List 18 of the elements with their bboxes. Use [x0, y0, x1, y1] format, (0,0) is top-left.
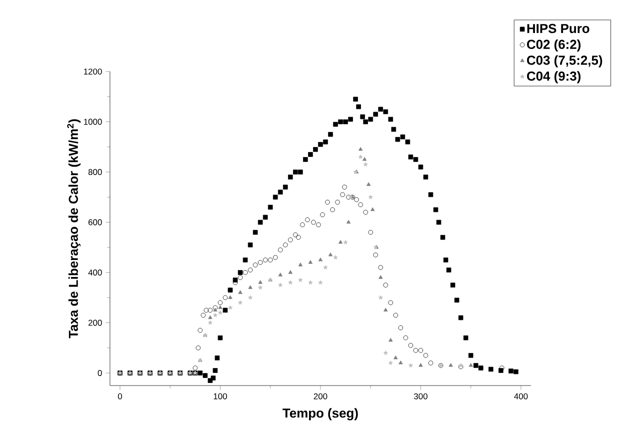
y-tick-label: 400 [88, 270, 102, 276]
legend-label: C02 (6:2) [527, 39, 581, 52]
x-tick-label: 400 [514, 393, 528, 400]
x-tick-label: 300 [414, 393, 428, 400]
legend-label: HIPS Puro [527, 24, 590, 34]
y-axis-title: Taxa de Liberaçao de Calor (kW/m$^{2}$) [67, 119, 81, 338]
y-tick-label: 200 [88, 320, 102, 326]
legend-label: C03 (7,5:2,5) [527, 55, 602, 68]
x-tick-label: 100 [214, 393, 227, 400]
y-tick-label: 1000 [84, 118, 102, 125]
y-tick-label: 600 [88, 219, 102, 226]
y-tick-label: 1200 [84, 68, 102, 75]
x-axis-title: Tempo (seg) [282, 408, 358, 420]
legend-label: C04 (9:3) [527, 71, 581, 84]
x-tick-label: 0 [118, 393, 122, 400]
x-tick-label: 200 [314, 393, 328, 400]
y-tick-label: 800 [88, 169, 102, 176]
y-tick-label: 0 [98, 370, 102, 376]
